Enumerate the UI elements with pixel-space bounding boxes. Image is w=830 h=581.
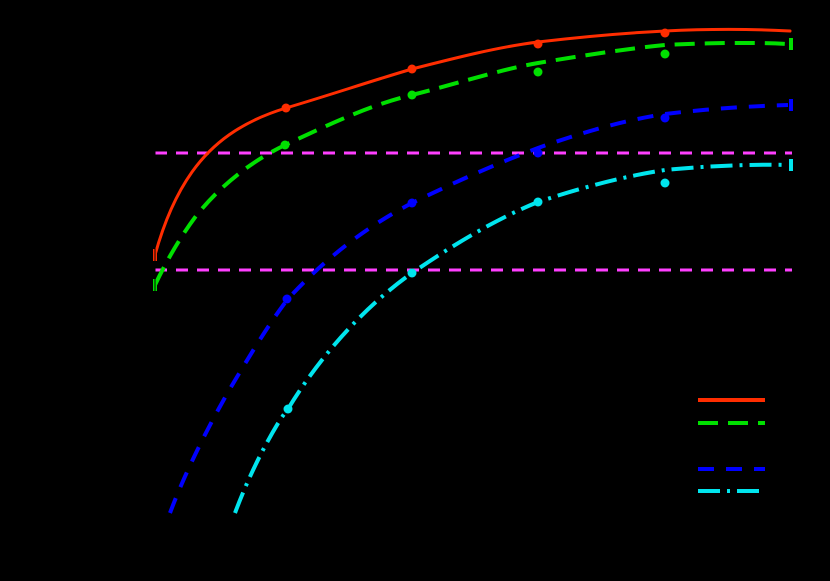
data-point-marker <box>533 67 543 77</box>
data-point-marker <box>407 198 417 208</box>
data-point-marker <box>407 268 417 278</box>
data-point-marker <box>281 103 291 113</box>
data-point-marker <box>407 64 417 74</box>
data-point-marker <box>660 113 670 123</box>
data-point-marker <box>660 28 670 38</box>
data-point-marker <box>533 148 543 158</box>
plot-area-background <box>155 18 792 515</box>
axes-group <box>154 18 792 516</box>
data-point-marker <box>280 140 290 150</box>
series-path-4 <box>233 162 789 514</box>
reference-lines-group <box>155 151 792 272</box>
legend <box>690 386 810 504</box>
data-point-marker <box>282 294 292 304</box>
data-point-marker <box>533 197 543 207</box>
series-line-3 <box>168 99 793 514</box>
series-line-4 <box>233 159 793 514</box>
data-point-marker <box>283 404 293 414</box>
data-point-marker <box>407 90 417 100</box>
data-point-marker <box>660 49 670 59</box>
data-point-marker <box>660 178 670 188</box>
legend-background <box>690 386 810 504</box>
data-point-marker <box>533 39 543 49</box>
series-line-1 <box>153 28 792 261</box>
series-path-2 <box>153 40 789 286</box>
